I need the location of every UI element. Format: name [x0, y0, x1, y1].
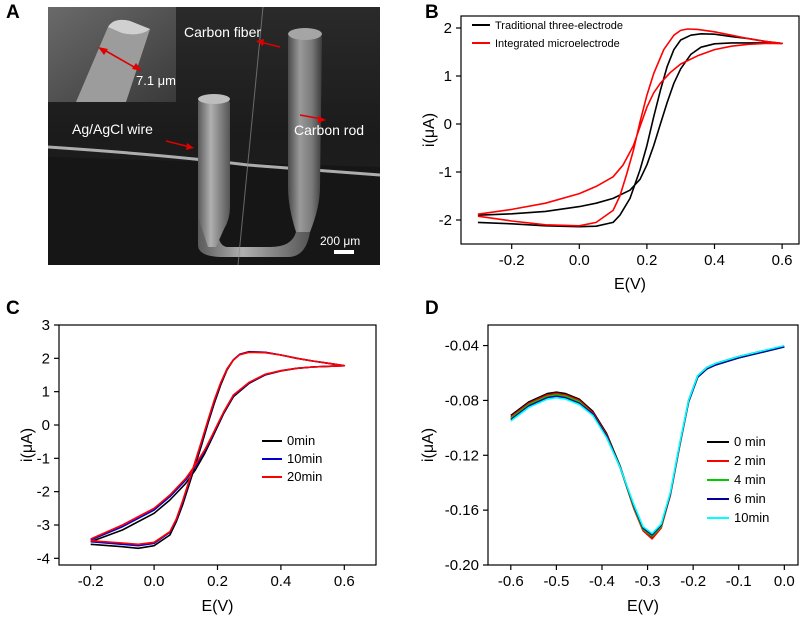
chart-c-xtick-label: 0.2 [207, 573, 228, 590]
chart-d-xtick-label: -0.4 [589, 573, 615, 590]
chart-d-ytick-label: -0.12 [445, 447, 479, 464]
chart-c: -0.2 0.0 0.2 0.4 0.6 -4 -3 -2 -1 0 1 2 3 E(V) i(μA) 0mi… [19, 317, 377, 615]
chart-c-ytick-label: -2 [37, 484, 50, 501]
chart-c-legend-label: 20min [287, 469, 322, 484]
chart-d-legend-label: 0 min [734, 434, 766, 449]
chart-c-legend-label: 10min [287, 451, 322, 466]
chart-b-ytick-label: -2 [439, 212, 452, 229]
chart-d-xtick-label: 0.0 [774, 573, 795, 590]
chart-c-ytick-label: -4 [37, 550, 50, 567]
chart-b-frame [460, 15, 800, 245]
chart-d-ytick-label: -0.20 [445, 557, 479, 574]
chart-c-frame [58, 324, 377, 566]
chart-c-xlabel: E(V) [202, 598, 234, 615]
chart-b-ytick-label: -1 [439, 164, 452, 181]
sem-rod-top [288, 28, 322, 40]
sem-scale-bar [334, 250, 354, 254]
chart-d-ylabel: i(μA) [420, 428, 437, 462]
sem-micrograph: 7.1 μm Carbon fiber Ag/AgCl wire Carbon … [48, 7, 380, 265]
chart-d-legend-label: 2 min [734, 453, 766, 468]
panel-a-label: A [6, 2, 20, 23]
sem-inset-fiber-tip [108, 19, 150, 35]
sem-inset-measure-line [105, 50, 135, 68]
chart-d-ytick-label: -0.04 [445, 338, 479, 355]
chart-c-ytick-label: -3 [37, 517, 50, 534]
chart-c-legend-label: 0min [287, 433, 315, 448]
chart-b-xlabel: E(V) [614, 276, 646, 293]
panel-d-label: D [425, 298, 439, 319]
chart-d-xtick-label: -0.6 [498, 573, 524, 590]
sem-carbon-rod-label: Carbon rod [294, 122, 364, 138]
chart-b-ytick-label: 1 [444, 68, 452, 85]
chart-c-ytick-label: -1 [37, 450, 50, 467]
sem-carbon-fiber-label: Carbon fiber [184, 24, 261, 40]
sem-agagcl-wire [198, 95, 230, 247]
sem-carbon-fiber [237, 7, 264, 265]
chart-b: -0.2 0.0 0.2 0.4 0.6 -2 -1 0 1 2 E(V) i(μA) Traditio… [421, 15, 800, 293]
panel-b-label: B [425, 2, 439, 23]
chart-b-ytick-label: 0 [444, 116, 452, 133]
chart-d-frame [487, 324, 799, 566]
chart-c-xtick-label: 0.0 [144, 573, 165, 590]
sem-wire-top [198, 94, 230, 104]
chart-d-legend-label: 6 min [734, 491, 766, 506]
chart-b-xtick-label: 0.4 [704, 252, 725, 269]
chart-c-ytick-label: 1 [42, 384, 50, 401]
sem-fiber-diameter-label: 7.1 μm [136, 73, 176, 88]
chart-d-ytick-label: -0.16 [445, 502, 479, 519]
chart-d-xtick-label: -0.5 [543, 573, 569, 590]
chart-b-xtick-label: 0.2 [636, 252, 657, 269]
chart-b-ylabel: i(μA) [421, 113, 438, 147]
sem-carbon-rod-arrowhead [318, 116, 326, 123]
chart-d-series-line [510, 344, 785, 535]
chart-c-xtick-label: 0.6 [334, 573, 355, 590]
chart-d-xtick-label: -0.3 [635, 573, 661, 590]
sem-carbon-rod [288, 29, 322, 232]
chart-d: -0.6 -0.5 -0.4 -0.3 -0.2 -0.1 0.0 -0.20 -0.16 -0.… [420, 324, 799, 615]
chart-d-legend-label: 10min [734, 510, 769, 525]
chart-c-ytick-label: 2 [42, 350, 50, 367]
sem-illustration: 7.1 μm Carbon fiber Ag/AgCl wire Carbon … [48, 7, 380, 265]
chart-c-series-line [90, 351, 346, 546]
sem-inset-arrow-right [132, 63, 142, 71]
chart-d-ytick-label: -0.08 [445, 392, 479, 409]
panel-c-label: C [6, 298, 20, 319]
chart-c-ytick-label: 0 [42, 417, 50, 434]
chart-b-ytick-label: 2 [444, 20, 452, 37]
chart-d-xtick-label: -0.2 [680, 573, 706, 590]
chart-b-xtick-label: -0.2 [499, 252, 525, 269]
chart-c-series-line [90, 351, 346, 547]
chart-b-xtick-label: 0.6 [772, 252, 793, 269]
chart-b-series-line [477, 28, 783, 227]
chart-b-legend-label: Integrated microelectrode [495, 38, 620, 50]
chart-d-xlabel: E(V) [627, 598, 659, 615]
sem-carbon-fiber-arrowhead [256, 39, 264, 46]
chart-d-series-line [510, 346, 785, 536]
chart-b-xtick-label: 0.0 [569, 252, 590, 269]
chart-c-ytick-label: 3 [42, 317, 50, 334]
chart-c-xtick-label: -0.2 [78, 573, 104, 590]
chart-c-series-line [90, 350, 346, 550]
chart-d-xtick-label: -0.1 [726, 573, 752, 590]
sem-inset-arrow-left [98, 47, 108, 55]
chart-b-series-line [477, 33, 783, 228]
chart-d-legend-label: 4 min [734, 472, 766, 487]
sem-inset-fiber [76, 19, 150, 102]
sem-agagcl-arrow [165, 140, 191, 148]
sem-agagcl-arrowhead [186, 143, 194, 150]
chart-b-legend-label: Traditional three-electrode [495, 20, 623, 32]
chart-c-xtick-label: 0.4 [270, 573, 291, 590]
sem-scale-bar-label: 200 μm [320, 234, 360, 248]
sem-edge-line [48, 145, 380, 177]
sem-agagcl-label: Ag/AgCl wire [72, 121, 153, 137]
chart-c-ylabel: i(μA) [19, 428, 36, 462]
